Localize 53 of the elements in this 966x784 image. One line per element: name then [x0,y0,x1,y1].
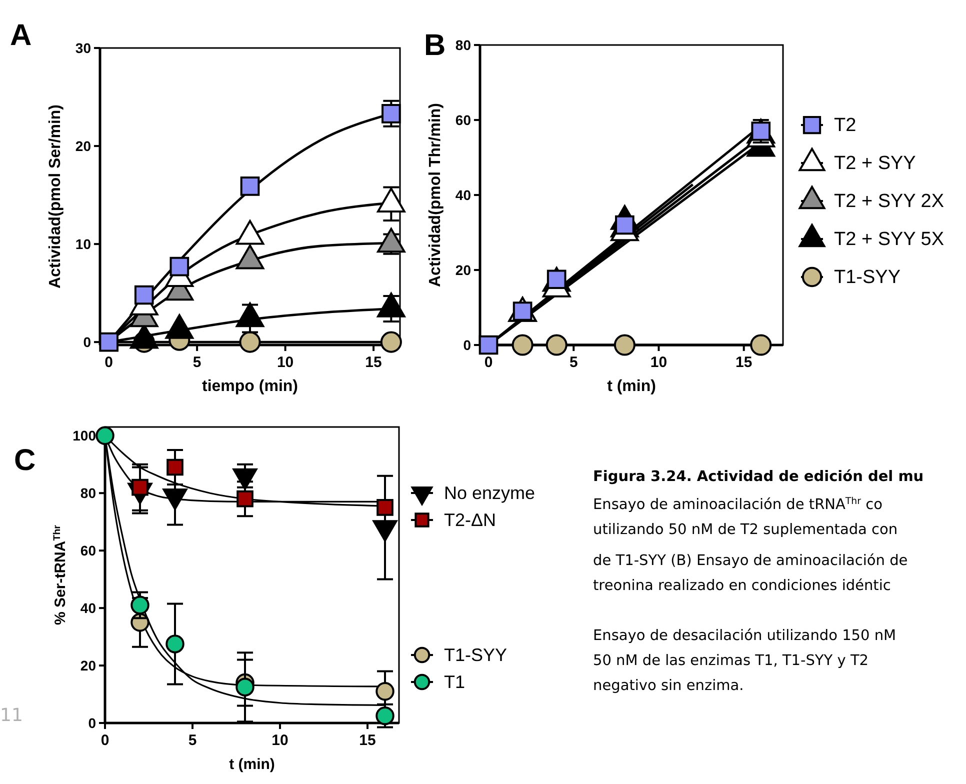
x-axis-title: t (min) [607,378,656,395]
legend-label: T1-SYY [444,645,508,665]
y-tick-label: 80 [80,485,96,502]
legend-label: T1 [444,672,466,692]
y-tick-label: 30 [75,40,92,56]
x-tick-label: 5 [192,354,202,371]
legend-label: T1-SYY [834,267,901,288]
x-tick-label: 0 [484,354,493,371]
text: utilizando 50 nM de T2 suplementada con [593,522,898,538]
legend-label: T2 + SYY 5X [834,229,944,250]
y-tick-label: 40 [455,187,472,203]
y-tick-label: 0 [463,337,472,353]
y-tick-label: 10 [75,236,92,252]
y-tick-label: 0 [88,715,96,731]
text: Ensayo de desacilación utilizando 150 nM [593,628,896,644]
x-tick-label: 0 [100,732,110,749]
x-tick-label: 5 [188,732,197,749]
x-tick-label: 0 [104,354,113,371]
y-tick-label: 60 [80,542,96,559]
x-tick-label: 10 [272,732,288,749]
legend-label: T2 [834,115,856,136]
chart-title: A [10,19,32,52]
x-tick-label: 5 [569,354,578,371]
y-axis-title: Actividad(pmol Ser/min) [47,104,64,289]
x-tick-label: 15 [359,732,376,749]
y-tick-label: 20 [75,138,92,154]
chart-title: B [424,29,446,62]
x-axis-title: t (min) [229,756,275,773]
y-tick-label: 40 [80,600,96,616]
y-tick-label: 0 [83,334,92,350]
text: 11 [0,705,23,726]
x-axis-title: tiempo (min) [202,378,298,395]
x-tick-label: 10 [276,354,294,371]
text: Figura 3.24. Actividad de edición del mu [593,469,924,485]
y-tick-label: 20 [80,658,96,674]
legend-label: T2 + SYY [834,153,916,174]
x-tick-label: 15 [365,354,382,371]
legend-label: T2-ΔN [444,510,496,530]
text: de T1-SYY (B) Ensayo de aminoacilación de [593,553,908,569]
y-axis-title: Actividad(pmol Thr/min) [427,103,444,287]
text: 50 nM de las enzimas T1, T1-SYY y T2 [593,653,869,669]
text: Ensayo de aminoacilación de tRNA$^{Thr}$ co [593,496,883,513]
text: negativo sin enzima. [593,678,744,694]
y-tick-label: 100 [72,428,96,444]
y-tick-label: 80 [455,37,472,53]
y-tick-label: 20 [455,262,472,278]
x-tick-label: 15 [736,354,752,371]
text: treonina realizado en condiciones idéntic [593,578,891,594]
x-tick-label: 10 [650,354,668,371]
legend-label: No enzyme [444,483,536,503]
text: C [14,444,36,477]
legend-label: T2 + SYY 2X [834,191,944,212]
y-tick-label: 60 [455,112,472,128]
